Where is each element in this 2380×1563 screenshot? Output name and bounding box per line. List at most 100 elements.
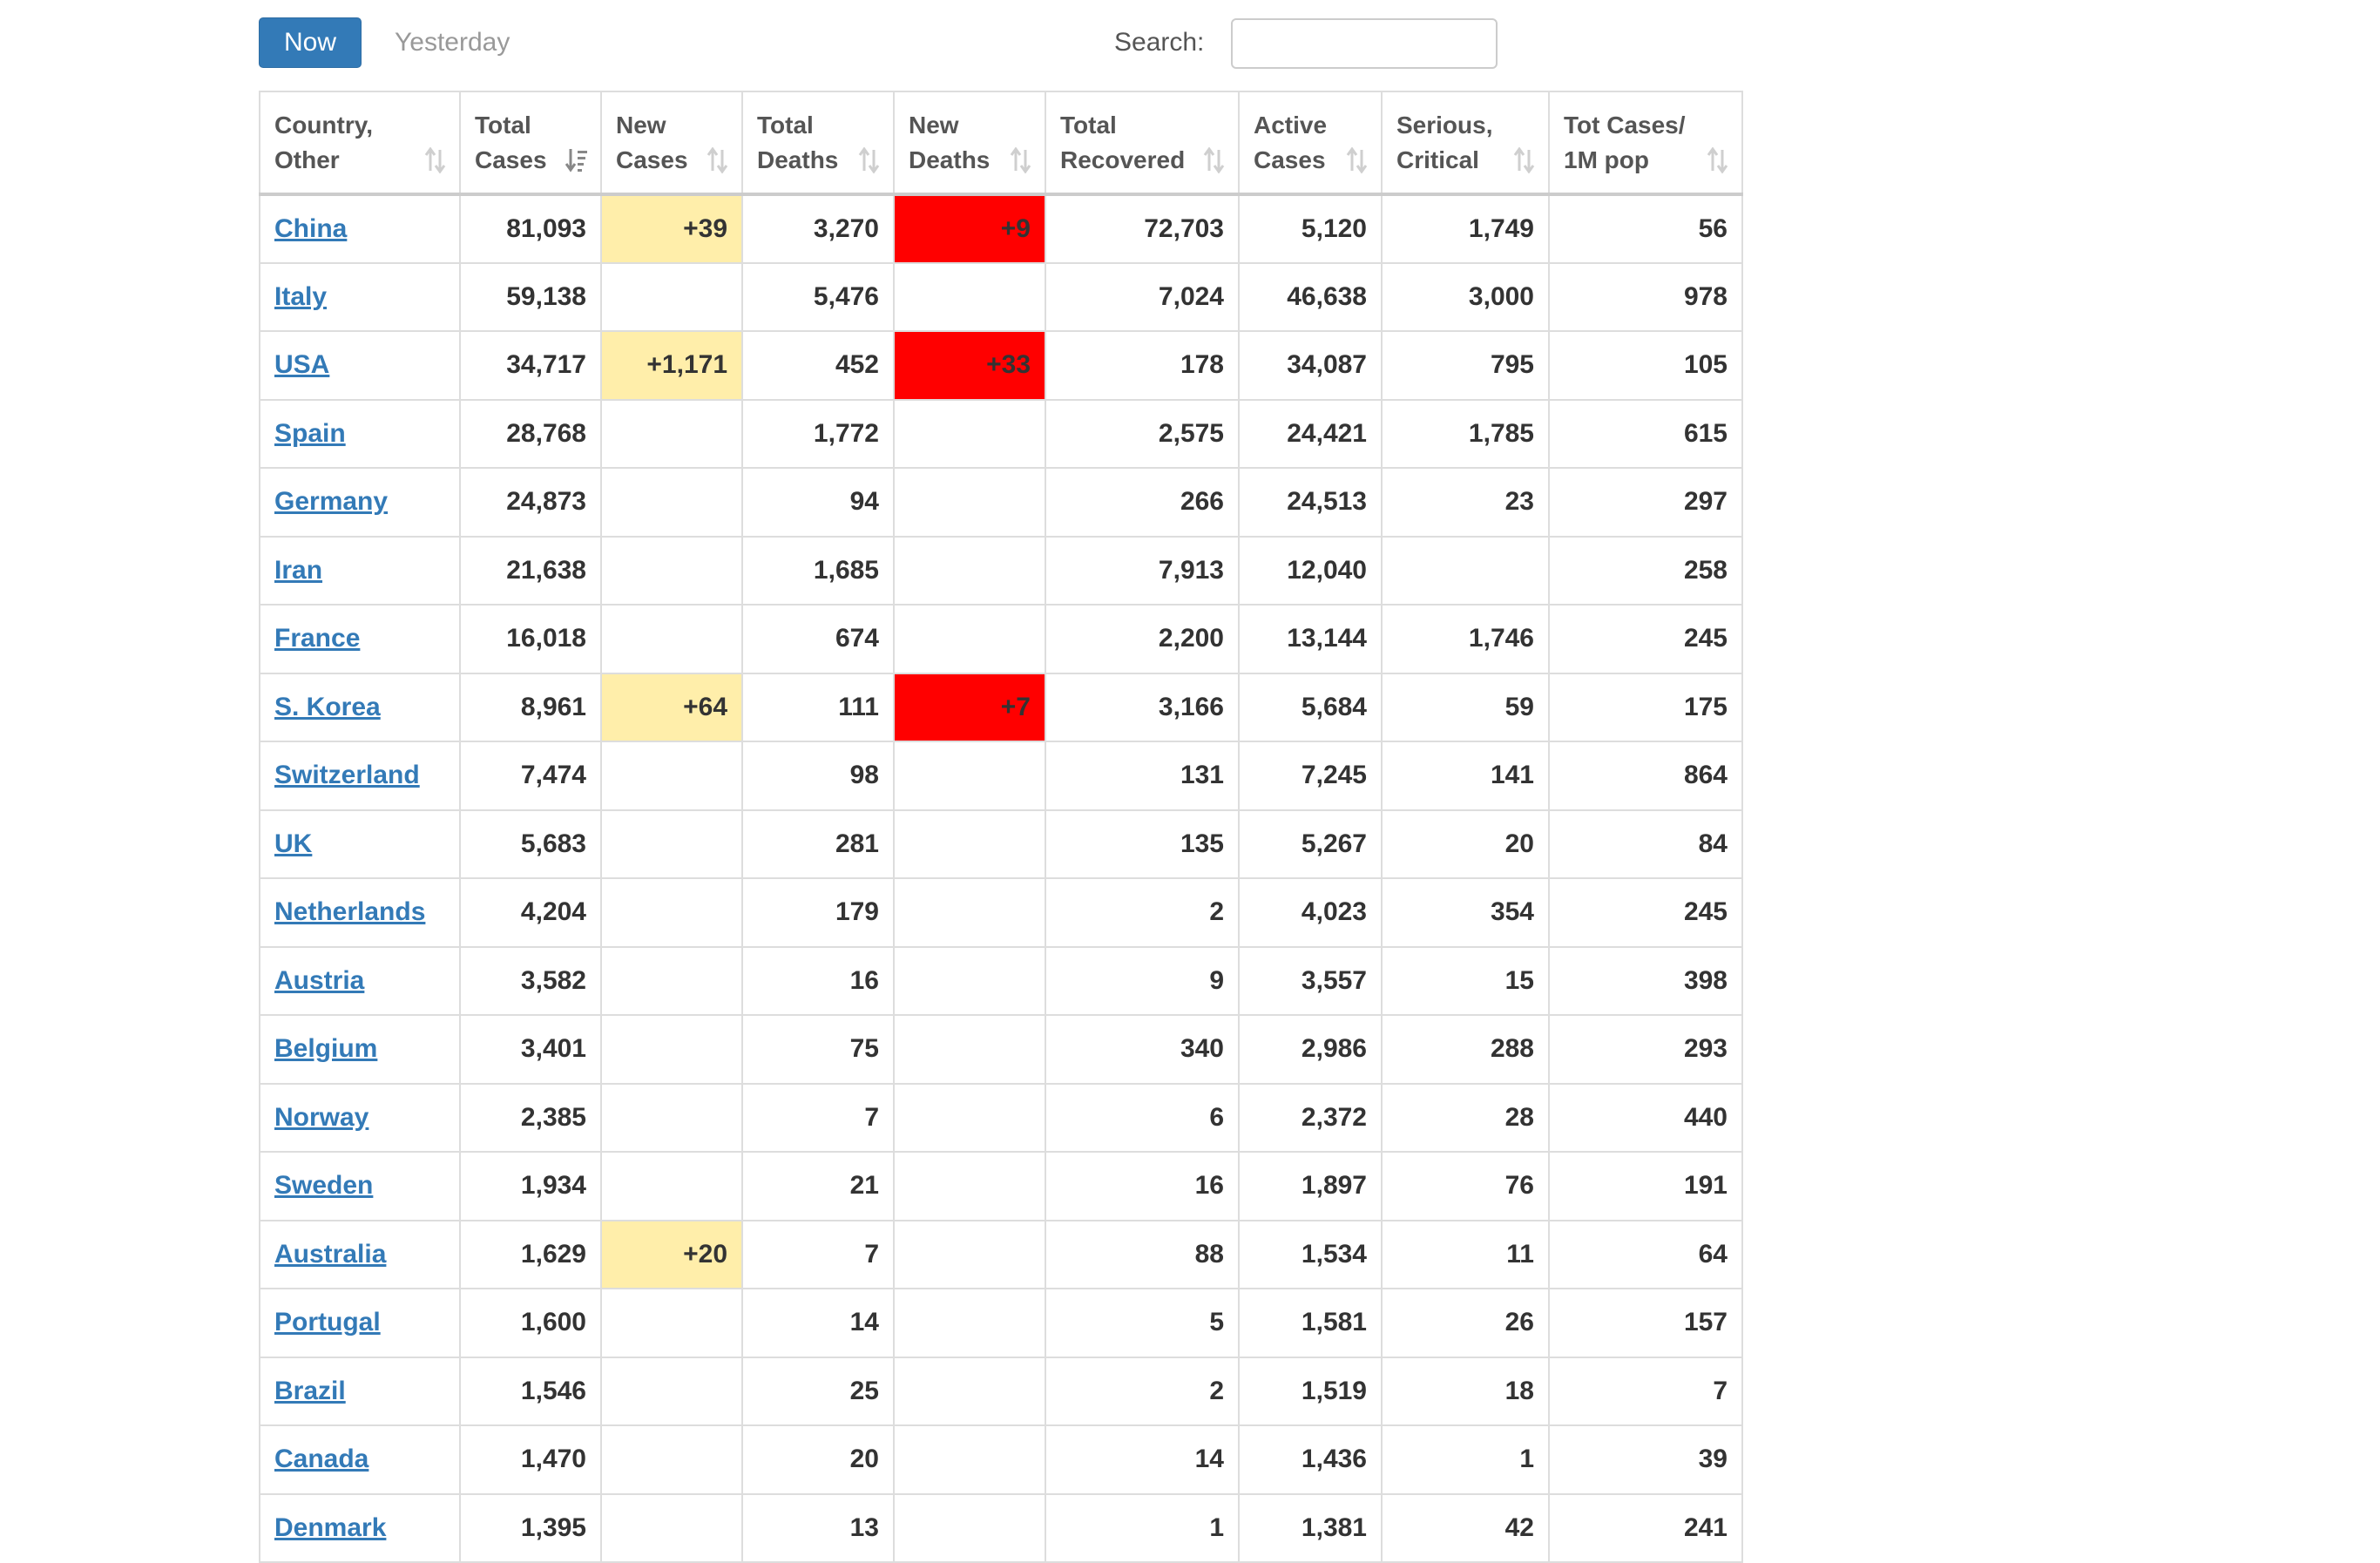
country-link[interactable]: Iran (274, 555, 323, 585)
country-cell: Iran (259, 535, 461, 606)
new-deaths-cell (893, 877, 1046, 948)
country-cell: UK (259, 809, 461, 879)
per-million-cell: 258 (1548, 535, 1743, 606)
country-cell: Italy (259, 261, 461, 332)
column-header-total-cases[interactable]: Total Cases (459, 91, 602, 196)
new-cases-cell (600, 1082, 743, 1153)
per-million-cell: 297 (1548, 467, 1743, 538)
active-cases-cell: 24,513 (1238, 467, 1383, 538)
serious-critical-cell: 795 (1381, 330, 1550, 401)
total-deaths-cell: 179 (741, 877, 895, 948)
total-deaths-cell: 75 (741, 1014, 895, 1085)
country-link[interactable]: Austria (274, 965, 365, 995)
column-header-total-recovered[interactable]: Total Recovered (1045, 91, 1240, 196)
column-header-serious-critical[interactable]: Serious, Critical (1381, 91, 1550, 196)
country-cell: Denmark (259, 1492, 461, 1563)
total-cases-cell: 2,385 (459, 1082, 602, 1153)
table-row: Spain 28,768 1,772 2,575 24,421 1,785 615 (259, 398, 1743, 469)
country-link[interactable]: Denmark (274, 1512, 387, 1542)
active-cases-cell: 1,519 (1238, 1356, 1383, 1426)
total-deaths-cell: 7 (741, 1082, 895, 1153)
new-deaths-cell (893, 1492, 1046, 1563)
country-link[interactable]: Sweden (274, 1171, 374, 1201)
now-tab-button[interactable]: Now (259, 17, 362, 68)
sort-icon[interactable] (707, 146, 729, 174)
table-row: Switzerland 7,474 98 131 7,245 141 864 (259, 741, 1743, 811)
new-cases-cell (600, 604, 743, 674)
per-million-cell: 191 (1548, 1151, 1743, 1221)
country-link[interactable]: Netherlands (274, 897, 426, 927)
country-link[interactable]: Spain (274, 418, 346, 448)
total-recovered-cell: 6 (1045, 1082, 1240, 1153)
table-row: Denmark 1,395 13 1 1,381 42 241 (259, 1492, 1743, 1563)
country-link[interactable]: China (274, 213, 348, 243)
serious-critical-cell: 1,785 (1381, 398, 1550, 469)
column-header-new-cases[interactable]: New Cases (600, 91, 743, 196)
new-cases-cell (600, 261, 743, 332)
country-link[interactable]: Brazil (274, 1376, 346, 1405)
new-cases-cell (600, 877, 743, 948)
table-header: Country, Other Total Cases New Cases Total … (259, 91, 1743, 196)
country-link[interactable]: Belgium (274, 1034, 378, 1064)
serious-critical-cell: 76 (1381, 1151, 1550, 1221)
total-recovered-cell: 2 (1045, 1356, 1240, 1426)
new-cases-cell (600, 535, 743, 606)
active-cases-cell: 34,087 (1238, 330, 1383, 401)
column-header-tot-cases-per-1m[interactable]: Tot Cases/ 1M pop (1548, 91, 1743, 196)
total-deaths-cell: 14 (741, 1288, 895, 1358)
total-recovered-cell: 1 (1045, 1492, 1240, 1563)
per-million-cell: 241 (1548, 1492, 1743, 1563)
per-million-cell: 7 (1548, 1356, 1743, 1426)
per-million-cell: 56 (1548, 193, 1743, 264)
column-header-total-deaths[interactable]: Total Deaths (741, 91, 895, 196)
new-cases-cell (600, 809, 743, 879)
sort-icon[interactable] (858, 146, 881, 174)
new-cases-cell: +64 (600, 672, 743, 742)
total-cases-cell: 1,395 (459, 1492, 602, 1563)
country-link[interactable]: Portugal (274, 1308, 381, 1337)
serious-critical-cell: 18 (1381, 1356, 1550, 1426)
country-link[interactable]: Australia (274, 1239, 387, 1269)
country-link[interactable]: Germany (274, 487, 389, 517)
total-cases-cell: 1,629 (459, 1219, 602, 1289)
new-deaths-cell (893, 261, 1046, 332)
per-million-cell: 398 (1548, 945, 1743, 1016)
sort-icon[interactable] (1513, 146, 1536, 174)
total-deaths-cell: 3,270 (741, 193, 895, 264)
column-header-new-deaths[interactable]: New Deaths (893, 91, 1046, 196)
search-input[interactable] (1231, 18, 1498, 69)
country-link[interactable]: Norway (274, 1102, 369, 1132)
sort-icon[interactable] (1010, 146, 1032, 174)
column-header-active-cases[interactable]: Active Cases (1238, 91, 1383, 196)
total-deaths-cell: 5,476 (741, 261, 895, 332)
per-million-cell: 64 (1548, 1219, 1743, 1289)
country-cell: S. Korea (259, 672, 461, 742)
country-link[interactable]: S. Korea (274, 692, 381, 721)
yesterday-tab-button[interactable]: Yesterday (395, 28, 510, 57)
sort-icon[interactable] (1203, 146, 1226, 174)
total-deaths-cell: 94 (741, 467, 895, 538)
country-link[interactable]: Switzerland (274, 761, 420, 790)
new-deaths-cell: +9 (893, 193, 1046, 264)
total-deaths-cell: 1,772 (741, 398, 895, 469)
column-header-country[interactable]: Country, Other (259, 91, 461, 196)
country-cell: Norway (259, 1082, 461, 1153)
sort-icon[interactable] (1346, 146, 1369, 174)
total-recovered-cell: 266 (1045, 467, 1240, 538)
country-link[interactable]: UK (274, 829, 313, 858)
serious-critical-cell: 26 (1381, 1288, 1550, 1358)
page-content: Now Yesterday Search: Country, Other Tota… (259, 17, 1743, 1563)
serious-critical-cell: 15 (1381, 945, 1550, 1016)
per-million-cell: 39 (1548, 1424, 1743, 1495)
country-link[interactable]: Italy (274, 281, 328, 311)
new-deaths-cell (893, 1014, 1046, 1085)
new-cases-cell (600, 1492, 743, 1563)
table-row: Iran 21,638 1,685 7,913 12,040 258 (259, 535, 1743, 606)
sort-desc-icon[interactable] (565, 147, 588, 173)
active-cases-cell: 1,581 (1238, 1288, 1383, 1358)
sort-icon[interactable] (424, 146, 447, 174)
sort-icon[interactable] (1707, 146, 1729, 174)
country-link[interactable]: USA (274, 350, 330, 380)
country-link[interactable]: France (274, 624, 361, 653)
country-link[interactable]: Canada (274, 1445, 369, 1474)
